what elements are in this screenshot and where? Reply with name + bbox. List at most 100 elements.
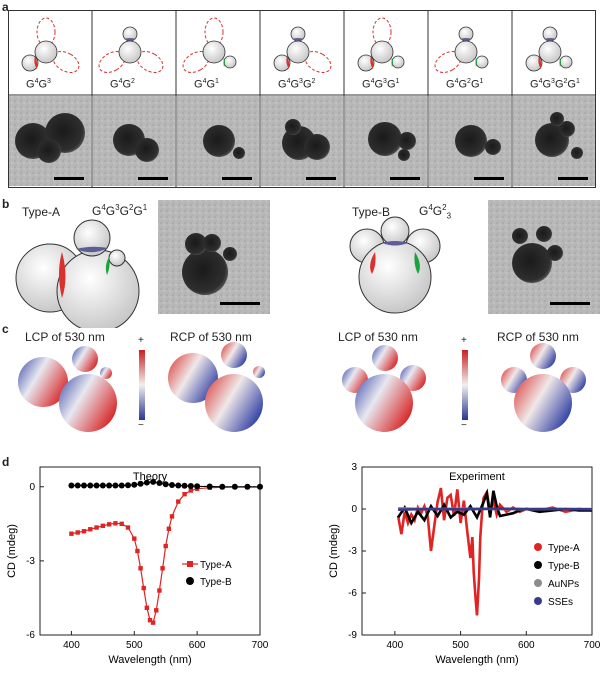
scale-bar bbox=[54, 177, 84, 180]
config-label: G4G3G2G1 bbox=[530, 78, 580, 91]
schematic-cell bbox=[98, 26, 164, 73]
panel-label-d: d bbox=[2, 455, 10, 469]
tem-image bbox=[345, 96, 427, 186]
tem-image bbox=[9, 96, 91, 186]
green-patch bbox=[105, 257, 110, 275]
formula-part: G bbox=[92, 204, 102, 218]
schematic-cell bbox=[182, 17, 237, 73]
data-point bbox=[231, 483, 238, 490]
colorbar-plus-a: + bbox=[138, 335, 144, 346]
tem-image-type-b bbox=[488, 200, 600, 314]
rcp-label-b: RCP of 530 nm bbox=[497, 330, 579, 344]
config-label: G4G2G1 bbox=[446, 78, 484, 91]
data-point bbox=[182, 491, 187, 497]
data-point bbox=[257, 483, 263, 490]
data-point bbox=[81, 529, 87, 534]
data-point bbox=[87, 482, 94, 489]
schematic-cell bbox=[357, 17, 405, 72]
panel-label-b: b bbox=[2, 197, 10, 211]
data-point bbox=[125, 482, 131, 489]
rcp-label-a: RCP of 530 nm bbox=[170, 330, 252, 344]
data-point bbox=[169, 482, 175, 489]
type-b-formula: G4G23 bbox=[419, 203, 451, 220]
tem-image bbox=[429, 96, 511, 186]
legend-entry: Type-A bbox=[182, 560, 232, 571]
x-tick-label: 700 bbox=[252, 640, 269, 651]
data-point bbox=[69, 531, 74, 536]
type-a-label: Type-A bbox=[22, 205, 61, 219]
scale-bar bbox=[474, 177, 504, 180]
legend-label: Type-A bbox=[548, 543, 580, 554]
type-b-schematic bbox=[349, 216, 441, 314]
data-point bbox=[169, 514, 175, 519]
x-tick-label: 500 bbox=[126, 640, 143, 651]
data-point bbox=[131, 481, 138, 488]
formula-part: G bbox=[133, 204, 143, 218]
data-point bbox=[68, 482, 75, 489]
data-point bbox=[188, 488, 194, 493]
data-point bbox=[175, 482, 182, 489]
colorbar-minus-a: − bbox=[138, 420, 144, 431]
config-label: G4G3 bbox=[26, 78, 51, 91]
data-point bbox=[118, 482, 125, 489]
chart-theory: Theory 400 500 600 700 0 -3 -6 Wavelength (nm) CD… bbox=[6, 466, 269, 666]
legend-entry: Type-A bbox=[534, 543, 580, 554]
type-a-formula: G4G3G2G1 bbox=[92, 203, 147, 218]
data-point bbox=[194, 483, 201, 490]
data-point bbox=[147, 617, 153, 623]
colorbar-type-b bbox=[462, 350, 468, 420]
data-point bbox=[141, 585, 146, 591]
series-type-a bbox=[69, 484, 263, 625]
legend-entry: Type-B bbox=[186, 577, 232, 588]
tem-image bbox=[177, 96, 259, 186]
panel-b bbox=[15, 200, 600, 328]
legend-label: Type-A bbox=[200, 560, 232, 571]
legend-entry: SSEs bbox=[534, 597, 573, 608]
lcp-map-type-a bbox=[18, 346, 117, 432]
scale-bar bbox=[138, 177, 168, 180]
y-tick-label: -3 bbox=[26, 556, 35, 567]
data-point bbox=[75, 530, 80, 535]
blue-patch bbox=[76, 246, 108, 253]
data-point bbox=[94, 525, 99, 530]
config-label: G4G2 bbox=[110, 78, 135, 91]
data-point bbox=[181, 482, 188, 489]
data-point bbox=[157, 588, 162, 593]
type-b-label: Type-B bbox=[352, 205, 391, 219]
colorbar-type-a bbox=[139, 350, 145, 420]
scale-bar bbox=[558, 177, 588, 180]
legend-label: Type-B bbox=[548, 561, 580, 572]
data-point bbox=[74, 482, 81, 489]
data-point bbox=[150, 620, 156, 625]
data-point bbox=[135, 548, 140, 554]
data-point bbox=[162, 481, 169, 488]
y-tick-label: -6 bbox=[26, 630, 35, 641]
colorbar-plus-b: + bbox=[461, 335, 467, 346]
y-tick-label: 3 bbox=[351, 462, 357, 473]
data-point bbox=[106, 522, 112, 527]
data-point bbox=[150, 478, 157, 485]
plot-frame bbox=[39, 466, 261, 636]
x-tick-label: 400 bbox=[63, 640, 80, 651]
formula-part: 3 bbox=[115, 203, 120, 212]
data-point bbox=[187, 483, 194, 490]
lcp-label-b: LCP of 530 nm bbox=[338, 330, 418, 344]
y-tick-label: 0 bbox=[29, 482, 35, 493]
series-line bbox=[398, 507, 593, 511]
formula-part: 3 bbox=[446, 211, 452, 221]
config-label: G4G3G1 bbox=[362, 78, 400, 91]
data-point bbox=[81, 482, 87, 489]
tem-image-type-a bbox=[158, 200, 270, 314]
formula-part: G bbox=[419, 204, 429, 218]
data-point bbox=[176, 499, 181, 504]
data-point bbox=[219, 483, 226, 490]
formula-part: 4 bbox=[101, 203, 106, 212]
scale-bar bbox=[390, 177, 420, 180]
schematic-cell bbox=[434, 26, 489, 73]
schematic-cell bbox=[273, 26, 332, 73]
config-label: G4G1 bbox=[194, 78, 219, 91]
colorbar-minus-b: − bbox=[461, 420, 467, 431]
chart-title: Experiment bbox=[449, 471, 505, 483]
legend-label: Type-B bbox=[200, 577, 232, 588]
data-point bbox=[160, 566, 165, 571]
